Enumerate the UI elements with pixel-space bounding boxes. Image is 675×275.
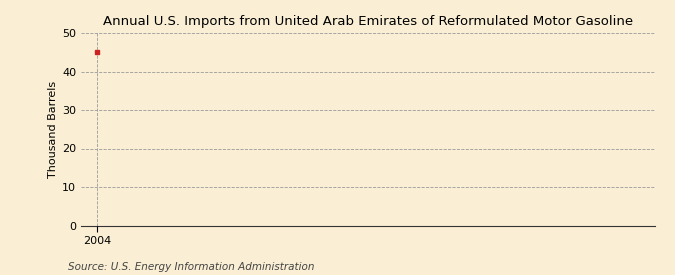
Title: Annual U.S. Imports from United Arab Emirates of Reformulated Motor Gasoline: Annual U.S. Imports from United Arab Emi… bbox=[103, 15, 633, 28]
Y-axis label: Thousand Barrels: Thousand Barrels bbox=[48, 81, 58, 178]
Text: Source: U.S. Energy Information Administration: Source: U.S. Energy Information Administ… bbox=[68, 262, 314, 272]
